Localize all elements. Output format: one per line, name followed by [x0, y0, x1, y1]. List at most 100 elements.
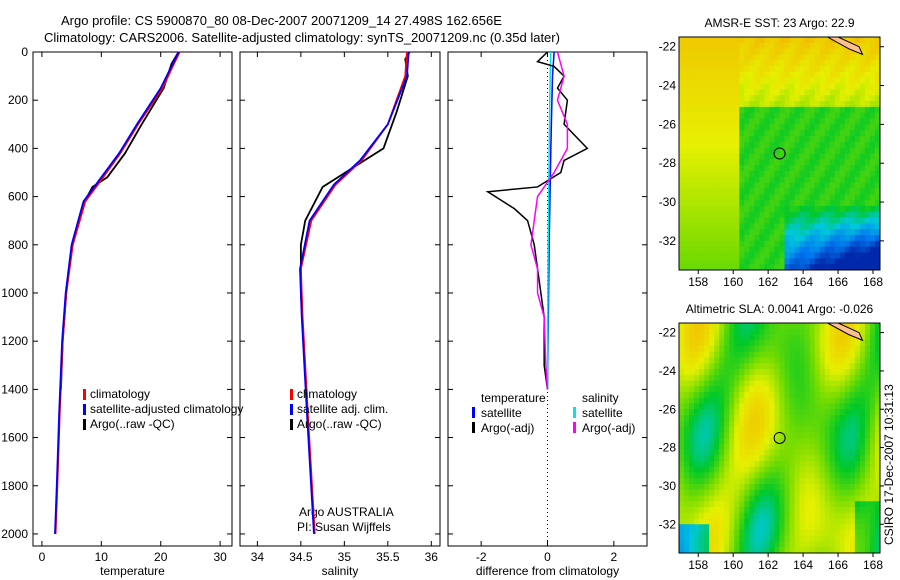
map-cell	[684, 77, 690, 85]
map-cell	[824, 258, 831, 265]
map-cell	[724, 176, 730, 184]
map-cell	[759, 369, 765, 376]
map-cell	[854, 194, 861, 201]
map-cell	[684, 37, 690, 44]
map-cell	[689, 240, 695, 248]
map-cell	[694, 340, 700, 347]
map-cell	[704, 106, 710, 114]
map-cell	[744, 380, 750, 387]
map-cell	[844, 106, 851, 114]
map-cell	[714, 252, 720, 259]
map-cell	[679, 77, 685, 85]
map-cell	[744, 363, 750, 370]
map-cell	[874, 541, 881, 548]
map-cell	[839, 386, 846, 393]
map-cell	[824, 380, 831, 387]
map-cell	[744, 507, 750, 514]
map-cell	[724, 346, 730, 353]
map-cell	[679, 170, 685, 178]
map-cell	[699, 518, 705, 525]
map-cell	[754, 66, 760, 73]
map-cell	[829, 153, 836, 160]
map-cell	[709, 466, 715, 473]
map-cell	[869, 478, 876, 485]
map-cell	[819, 501, 826, 508]
map-cell	[754, 323, 760, 330]
map-cell	[844, 351, 851, 358]
map-cell	[819, 229, 826, 236]
map-cell	[779, 176, 786, 184]
map-cell	[694, 194, 700, 201]
map-cell	[679, 357, 685, 364]
map-cell	[679, 380, 685, 387]
map-cell	[859, 455, 866, 462]
map-cell	[719, 205, 725, 213]
map-cell	[734, 357, 740, 364]
map-cell	[809, 42, 816, 50]
map-cell	[794, 258, 801, 265]
map-cell	[809, 541, 816, 548]
map-cell	[739, 351, 745, 358]
map-cell	[694, 71, 700, 79]
map-cell	[804, 77, 811, 85]
map-cell	[694, 403, 700, 410]
map-cell	[704, 351, 710, 358]
map-cell	[779, 501, 786, 508]
map-cell	[724, 66, 730, 73]
map-cell	[869, 211, 876, 219]
map-cell	[749, 165, 755, 172]
map-cell	[794, 369, 801, 376]
map-cell	[774, 200, 780, 207]
map-cell	[864, 205, 871, 213]
map-cell	[764, 77, 770, 85]
map-cell	[729, 328, 735, 335]
map-cell	[809, 328, 816, 335]
map-cell	[799, 153, 806, 160]
map-cell	[709, 229, 715, 236]
map-cell	[794, 547, 801, 554]
map-cell	[779, 524, 786, 531]
map-cell	[774, 211, 780, 219]
map-cell	[859, 512, 866, 519]
map-cell	[679, 89, 685, 96]
map-cell	[719, 95, 725, 102]
map-cell	[864, 37, 871, 44]
map-cell	[779, 83, 786, 90]
map-cell	[704, 426, 710, 433]
map-cell	[829, 535, 836, 542]
map-cell	[729, 357, 735, 364]
map-cell	[799, 512, 806, 519]
map-cell	[819, 205, 826, 213]
map-cell	[809, 535, 816, 542]
map-cell	[854, 141, 861, 149]
map-cell	[749, 443, 755, 450]
map-cell	[684, 252, 690, 259]
map-cell	[799, 200, 806, 207]
map-cell	[799, 264, 806, 271]
map-cell	[779, 449, 786, 456]
map-cell	[829, 95, 836, 102]
map-cell	[749, 323, 755, 330]
map-cell	[794, 409, 801, 416]
map-cell	[804, 461, 811, 468]
legend-label: Argo(-adj)	[582, 421, 635, 435]
map-cell	[779, 363, 786, 370]
map-cell	[789, 328, 796, 335]
map-cell	[764, 409, 770, 416]
map-cell	[754, 159, 760, 166]
map-cell	[794, 223, 801, 230]
map-cell	[744, 403, 750, 410]
map-cell	[689, 328, 695, 335]
map-cell	[824, 455, 831, 462]
map-cell	[809, 397, 816, 404]
map-cell	[769, 340, 775, 347]
map-cell	[809, 95, 816, 102]
map-cell	[874, 240, 881, 248]
map-cell	[709, 101, 715, 108]
map-cell	[874, 374, 881, 381]
map-cell	[874, 246, 881, 254]
map-cell	[849, 252, 856, 259]
map-cell	[829, 380, 836, 387]
map-cell	[804, 165, 811, 172]
map-cell	[719, 512, 725, 519]
